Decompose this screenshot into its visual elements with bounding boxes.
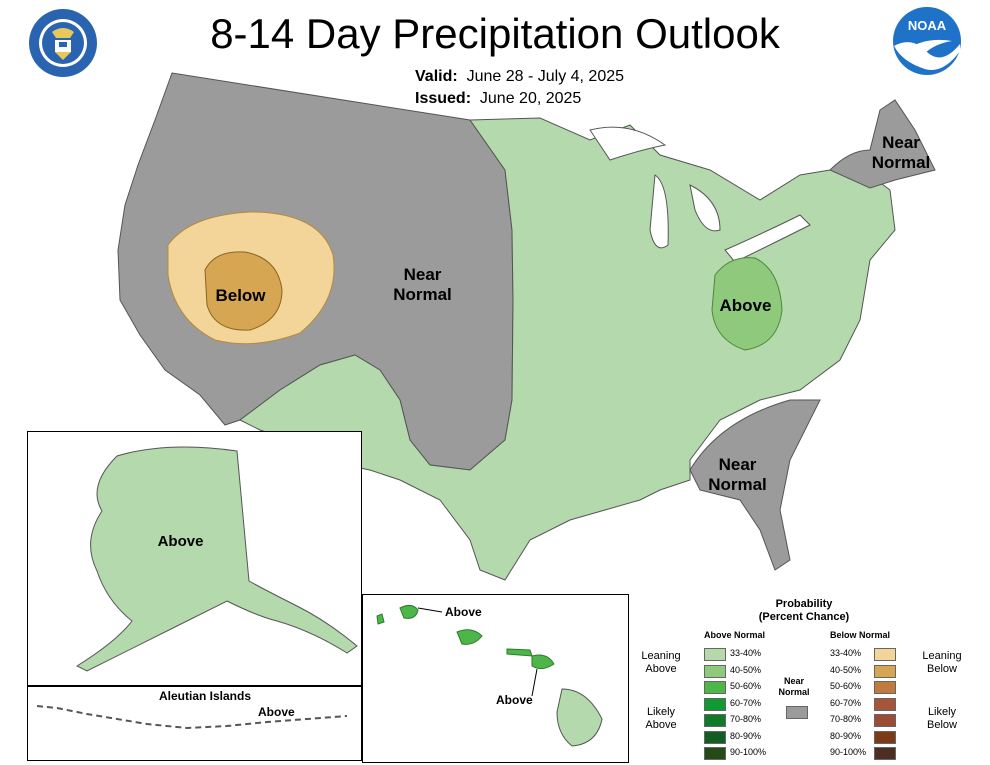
valid-label: Valid: (415, 68, 458, 85)
legend-below-label-0: 33-40% (830, 648, 862, 658)
legend-likely-below-2: Below (927, 719, 957, 731)
legend: Probability (Percent Chance) Above Norma… (634, 596, 974, 761)
legend-above-label-5: 80-90% (730, 730, 762, 741)
niihau (376, 613, 385, 625)
legend-leaning-above-1: Leaning (641, 650, 681, 662)
below-40-50-region (204, 251, 283, 331)
great-lakes (589, 126, 811, 263)
label-below: Below (215, 286, 266, 305)
legend-above-swatch-0 (704, 648, 726, 661)
legend-below-swatch-1 (874, 664, 896, 678)
label-hawaii-above-north: Above (445, 605, 482, 619)
legend-near-line2: Normal (778, 687, 810, 697)
noaa-logo-icon (893, 7, 961, 75)
noaa-logo: NOAA (892, 6, 962, 76)
label-aleutians-above: Above (258, 705, 295, 719)
page-title: 8-14 Day Precipitation Outlook (210, 10, 780, 57)
legend-likely-above: Likely Above (636, 706, 686, 732)
legend-below-label-4: 70-80% (830, 714, 862, 724)
label-aleutians-title: Aleutian Islands (158, 689, 252, 703)
legend-below-swatch-3 (874, 697, 896, 711)
legend-above-label-1: 40-50% (730, 664, 762, 675)
legend-below-header: Below Normal (830, 630, 891, 640)
legend-below-label-5: 80-90% (830, 730, 862, 741)
legend-above-label-3: 60-70% (730, 697, 762, 708)
near-normal-northeast-region (829, 99, 936, 189)
legend-below-label-2: 50-60% (830, 681, 862, 691)
label-northeast-near-normal: Near Normal (871, 133, 931, 172)
valid-line: Valid: June 28 - July 4, 2025 (415, 68, 624, 86)
legend-leaning-above: Leaning Above (636, 650, 686, 676)
aleutians-inset (27, 686, 362, 761)
legend-above-swatch-2 (704, 681, 726, 694)
label-ohio-above: Above (719, 296, 772, 315)
label-west-near-normal: Near Normal (393, 265, 452, 304)
aleutian-islands (36, 705, 348, 730)
label-southeast-near-normal: Near Normal (708, 455, 767, 494)
legend-likely-below-1: Likely (927, 706, 957, 718)
legend-above-swatch-6 (704, 747, 726, 760)
legend-above-label-0: 33-40% (730, 648, 762, 658)
legend-below-label-6: 90-100% (830, 747, 867, 757)
legend-near-swatch (786, 706, 808, 719)
legend-above-header: Above Normal (704, 630, 766, 640)
issued-line: Issued: June 20, 2025 (415, 90, 581, 108)
legend-below-swatch-0 (874, 648, 896, 661)
legend-near-normal: Near Normal (776, 676, 812, 698)
legend-title-line1: Probability (775, 598, 833, 610)
label-hawaii-above-south: Above (496, 693, 533, 707)
legend-leaning-below-1: Leaning (922, 650, 962, 662)
legend-below-swatch-5 (874, 730, 896, 744)
legend-above-swatch-5 (704, 730, 726, 744)
legend-above-swatch-4 (704, 714, 726, 727)
legend-title: Probability (Percent Chance) (734, 598, 874, 624)
noaa-text: NOAA (907, 18, 947, 33)
legend-likely-above-1: Likely (646, 706, 676, 718)
label-alaska-above: Above (157, 533, 204, 550)
legend-near-line1: Near (783, 676, 804, 686)
valid-value: June 28 - July 4, 2025 (466, 68, 625, 85)
legend-above-label-2: 50-60% (730, 681, 762, 691)
near-normal-southeast-region (689, 399, 821, 571)
kauai (399, 604, 419, 619)
commerce-seal-icon (29, 9, 97, 77)
legend-above-label-6: 90-100% (730, 747, 767, 757)
legend-below-swatch-4 (874, 714, 896, 727)
legend-leaning-above-2: Above (645, 663, 677, 675)
issued-label: Issued: (415, 90, 472, 107)
alaska-region (75, 446, 358, 672)
legend-likely-below: Likely Below (912, 706, 972, 732)
issued-value: June 20, 2025 (479, 90, 582, 107)
legend-leaning-below: Leaning Below (912, 650, 972, 676)
legend-below-label-1: 40-50% (830, 664, 862, 675)
legend-title-line2: (Percent Chance) (758, 611, 850, 623)
legend-leaning-below-2: Below (927, 663, 957, 675)
legend-above-label-4: 70-80% (730, 714, 762, 724)
legend-above-swatch-1 (704, 664, 726, 678)
legend-below-swatch-2 (874, 681, 896, 694)
alaska-inset (27, 431, 362, 686)
hawaii-inset (362, 594, 629, 763)
legend-below-label-3: 60-70% (830, 697, 862, 708)
oahu (456, 629, 483, 645)
legend-likely-above-2: Above (645, 719, 677, 731)
legend-above-swatch-3 (704, 697, 726, 711)
molokai-maui (506, 648, 555, 670)
legend-below-swatch-6 (874, 747, 896, 760)
big-island (556, 688, 603, 747)
above-40-50-region (711, 257, 783, 351)
